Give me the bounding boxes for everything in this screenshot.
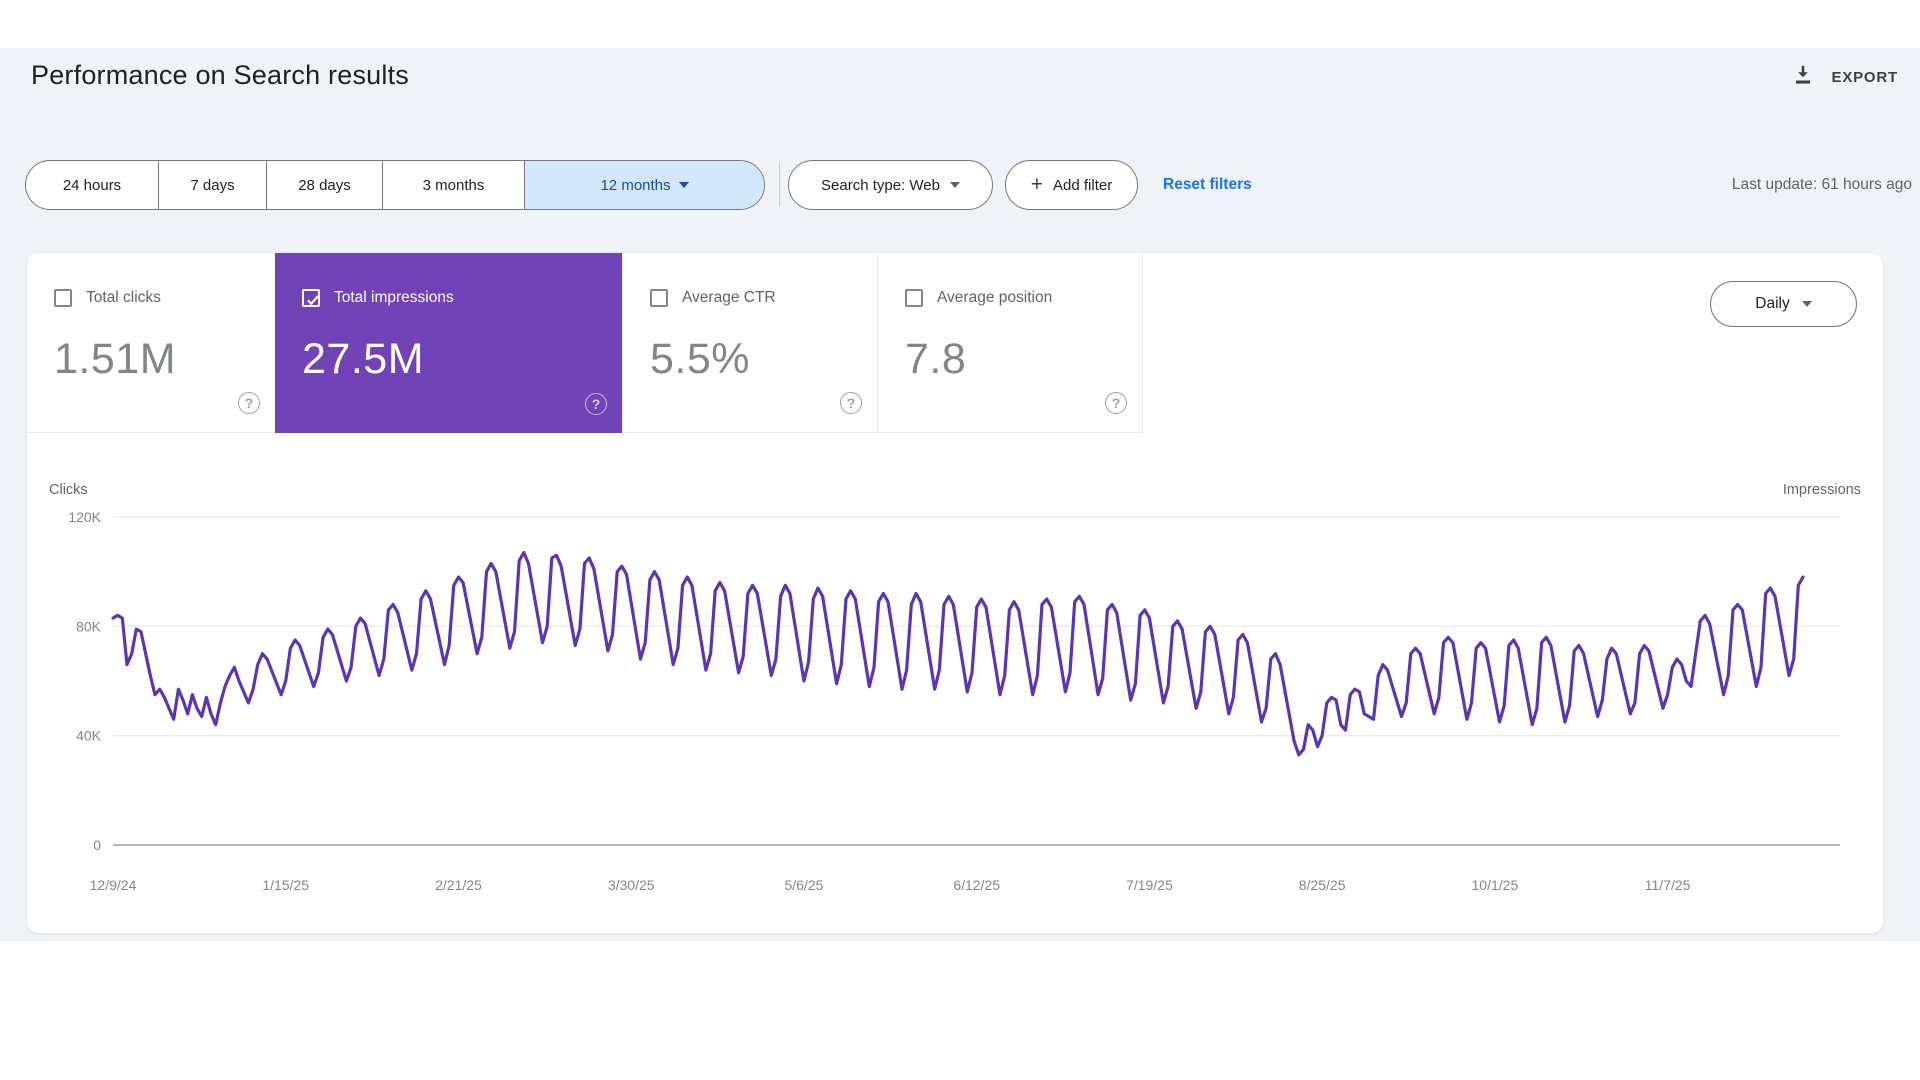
metric-cards-row: Total clicks 1.51M ? Total impressions 2… bbox=[27, 253, 1883, 433]
performance-line-chart[interactable]: 0 40K 80K 120K Clicks Impressions 12/9/24 1/15/… bbox=[27, 460, 1883, 910]
range-3-months[interactable]: 3 months bbox=[382, 161, 524, 209]
metric-card-total-clicks[interactable]: Total clicks 1.51M ? bbox=[27, 253, 275, 433]
average-ctr-checkbox[interactable] bbox=[650, 289, 668, 307]
x-tick-label: 5/6/25 bbox=[784, 877, 823, 893]
x-tick-label: 7/19/25 bbox=[1126, 877, 1173, 893]
help-icon[interactable]: ? bbox=[1105, 392, 1127, 414]
left-axis-label: Clicks bbox=[49, 482, 88, 498]
metric-label: Total clicks bbox=[86, 289, 161, 306]
download-icon bbox=[1790, 62, 1816, 93]
last-update-text: Last update: 61 hours ago bbox=[1731, 176, 1912, 193]
metric-value: 7.8 bbox=[905, 335, 967, 383]
add-filter-chip[interactable]: + Add filter bbox=[1005, 160, 1138, 210]
export-label: EXPORT bbox=[1831, 68, 1898, 86]
range-12-months[interactable]: 12 months bbox=[524, 161, 764, 209]
reset-filters-link[interactable]: Reset filters bbox=[1163, 176, 1252, 193]
x-tick-label: 1/15/25 bbox=[262, 877, 309, 893]
chevron-down-icon bbox=[1801, 301, 1812, 307]
search-type-filter-chip[interactable]: Search type: Web bbox=[788, 160, 993, 210]
metric-label: Average position bbox=[937, 289, 1053, 306]
x-tick-label: 6/12/25 bbox=[953, 877, 1000, 893]
help-icon[interactable]: ? bbox=[238, 392, 260, 414]
metric-card-total-impressions[interactable]: Total impressions 27.5M ? bbox=[275, 253, 622, 433]
total-impressions-checkbox[interactable] bbox=[302, 289, 320, 307]
metric-card-average-ctr[interactable]: Average CTR 5.5% ? bbox=[622, 253, 877, 433]
date-range-segmented-control: 24 hours 7 days 28 days 3 months 12 mont… bbox=[25, 160, 765, 210]
filter-divider bbox=[779, 163, 780, 207]
help-icon[interactable]: ? bbox=[840, 392, 862, 414]
impressions-series-line[interactable] bbox=[111, 550, 1805, 757]
chart-area: 0 40K 80K 120K Clicks Impressions 12/9/24 1/15/… bbox=[27, 460, 1883, 910]
plus-icon: + bbox=[1030, 172, 1044, 196]
average-position-checkbox[interactable] bbox=[905, 289, 923, 307]
range-7-days[interactable]: 7 days bbox=[158, 161, 266, 209]
range-24-hours[interactable]: 24 hours bbox=[62, 176, 122, 194]
y-tick-label: 40K bbox=[76, 728, 102, 744]
x-tick-label: 8/25/25 bbox=[1299, 877, 1346, 893]
chevron-down-icon bbox=[949, 182, 960, 188]
x-tick-label: 11/7/25 bbox=[1645, 877, 1691, 893]
performance-card: Total clicks 1.51M ? Total impressions 2… bbox=[27, 253, 1883, 933]
x-tick-label: 2/21/25 bbox=[435, 877, 482, 893]
help-icon[interactable]: ? bbox=[585, 393, 607, 415]
y-tick-label: 80K bbox=[76, 618, 102, 634]
metric-value: 5.5% bbox=[650, 335, 751, 383]
metric-value: 1.51M bbox=[54, 335, 177, 383]
chevron-down-icon bbox=[678, 182, 689, 188]
metric-card-average-position[interactable]: Average position 7.8 ? bbox=[877, 253, 1143, 433]
range-28-days[interactable]: 28 days bbox=[266, 161, 382, 209]
metric-label: Average CTR bbox=[682, 289, 776, 306]
metric-label: Total impressions bbox=[334, 289, 454, 306]
page-title: Performance on Search results bbox=[31, 60, 409, 90]
granularity-dropdown[interactable]: Daily bbox=[1710, 281, 1857, 327]
x-tick-label: 12/9/24 bbox=[90, 877, 137, 893]
metric-value: 27.5M bbox=[302, 335, 425, 383]
x-tick-label: 3/30/25 bbox=[608, 877, 655, 893]
y-tick-label: 0 bbox=[93, 837, 101, 853]
y-tick-label: 120K bbox=[68, 509, 101, 525]
total-clicks-checkbox[interactable] bbox=[54, 289, 72, 307]
export-button[interactable]: EXPORT bbox=[1790, 58, 1898, 96]
right-axis-label: Impressions bbox=[1783, 482, 1861, 498]
x-tick-label: 10/1/25 bbox=[1472, 877, 1519, 893]
